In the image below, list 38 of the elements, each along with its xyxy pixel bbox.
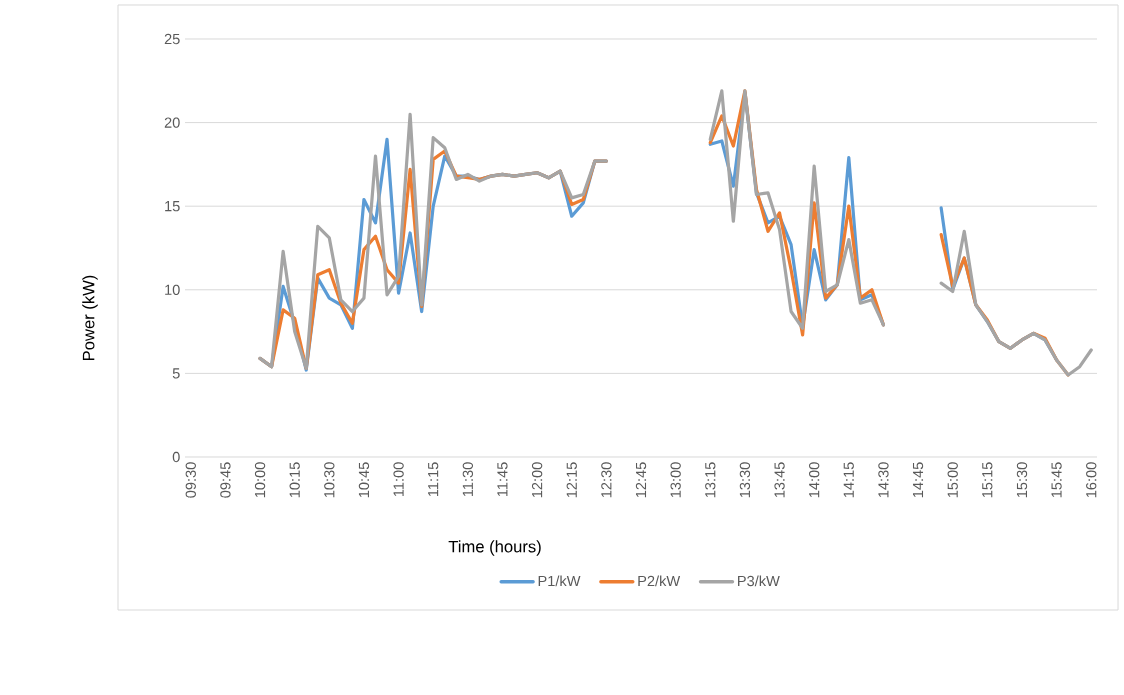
x-tick-label: 12:15 — [566, 462, 577, 498]
x-tick-label: 13:00 — [670, 462, 681, 498]
x-tick-label: 15:15 — [982, 462, 993, 498]
x-tick-label: 11:00 — [393, 462, 404, 497]
legend-label: P2/kW — [638, 575, 681, 587]
x-tick-label: 11:30 — [462, 462, 474, 497]
x-tick-label: 10:30 — [324, 462, 335, 498]
x-tick-label: 16:00 — [1086, 462, 1097, 498]
x-tick-label: 14:45 — [912, 462, 924, 498]
y-tick-label: 0 — [172, 451, 180, 463]
x-tick-label: 09:45 — [220, 462, 231, 498]
legend-label: P1/kW — [538, 575, 581, 587]
x-tick-label: 15:00 — [947, 462, 958, 498]
x-tick-label: 15:45 — [1051, 462, 1062, 498]
y-axis-title: Power (kW) — [82, 275, 98, 360]
y-tick-label: 5 — [172, 368, 180, 379]
x-tick-label: 12:45 — [635, 462, 647, 498]
y-tick-label: 10 — [165, 284, 180, 295]
legend-label: P3/kW — [738, 575, 780, 587]
x-tick-label: 13:30 — [739, 462, 751, 498]
x-tick-label: 12:30 — [601, 462, 612, 498]
x-tick-label: 15:30 — [1016, 462, 1028, 498]
x-tick-label: 11:45 — [497, 462, 508, 497]
x-tick-label: 14:15 — [843, 462, 854, 498]
x-tick-label: 09:30 — [185, 462, 196, 498]
x-tick-label: 13:45 — [774, 462, 785, 498]
x-axis-title: Time (hours) — [448, 540, 541, 556]
y-tick-label: 20 — [164, 117, 180, 128]
x-tick-label: 14:30 — [878, 462, 889, 498]
x-tick-label: 10:15 — [289, 462, 300, 498]
x-tick-label: 14:00 — [809, 462, 820, 498]
x-tick-label: 11:15 — [428, 462, 439, 497]
y-tick-label: 25 — [164, 33, 180, 45]
y-tick-label: 15 — [165, 201, 180, 212]
x-tick-label: 10:00 — [254, 462, 266, 498]
x-tick-label: 10:45 — [358, 462, 370, 498]
x-tick-label: 13:15 — [705, 462, 716, 498]
x-tick-label: 12:00 — [531, 462, 543, 498]
